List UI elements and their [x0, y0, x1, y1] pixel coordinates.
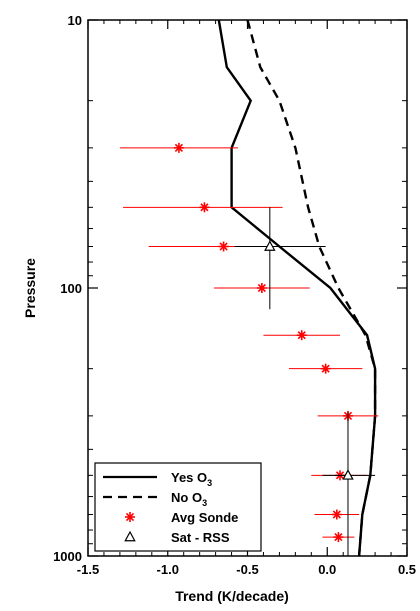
x-tick-label: -1.5 — [77, 562, 99, 577]
y-axis-label: Pressure — [22, 258, 38, 318]
sonde-point — [296, 330, 307, 341]
x-axis-label: Trend (K/decade) — [175, 588, 289, 604]
sonde-point — [333, 532, 344, 543]
sonde-point — [331, 509, 342, 520]
x-tick-label: 0.0 — [318, 562, 336, 577]
legend-label: Avg Sonde — [171, 510, 238, 525]
satellite-point — [342, 469, 354, 480]
legend-label: No O3 — [171, 490, 207, 508]
sonde-point — [320, 363, 331, 374]
legend-swatch-triangle — [124, 530, 136, 542]
y-tick-label: 100 — [60, 281, 82, 296]
legend-swatch-asterisk — [125, 512, 135, 522]
satellite-point — [264, 240, 276, 251]
legend-label: Sat - RSS — [171, 530, 230, 545]
sonde-point — [173, 142, 184, 153]
sonde-point — [199, 202, 210, 213]
y-tick-label: 10 — [68, 13, 82, 28]
sonde-point — [218, 241, 229, 252]
legend: Yes O3 No O3 Avg Sonde Sat - RSS — [94, 462, 262, 552]
y-tick-label: 1000 — [53, 549, 82, 564]
axis-ticks: -1.5 -1.0 -0.5 0.0 0.5 10 100 1000 — [53, 13, 416, 577]
x-tick-label: -1.0 — [157, 562, 179, 577]
legend-label: Yes O3 — [171, 470, 212, 488]
series-layer — [119, 19, 379, 557]
x-tick-label: -0.5 — [236, 562, 258, 577]
x-tick-label: 0.5 — [398, 562, 416, 577]
sonde-point — [256, 283, 267, 293]
